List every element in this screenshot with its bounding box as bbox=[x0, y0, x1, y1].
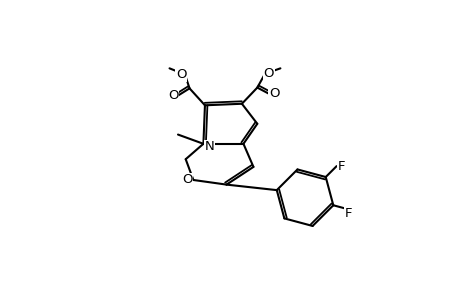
Text: O: O bbox=[263, 67, 274, 80]
Text: N: N bbox=[204, 140, 214, 153]
Text: O: O bbox=[182, 173, 192, 187]
Text: O: O bbox=[175, 68, 186, 81]
Text: F: F bbox=[337, 160, 344, 172]
Text: O: O bbox=[269, 87, 279, 100]
Text: F: F bbox=[344, 207, 351, 220]
Text: O: O bbox=[168, 89, 178, 102]
